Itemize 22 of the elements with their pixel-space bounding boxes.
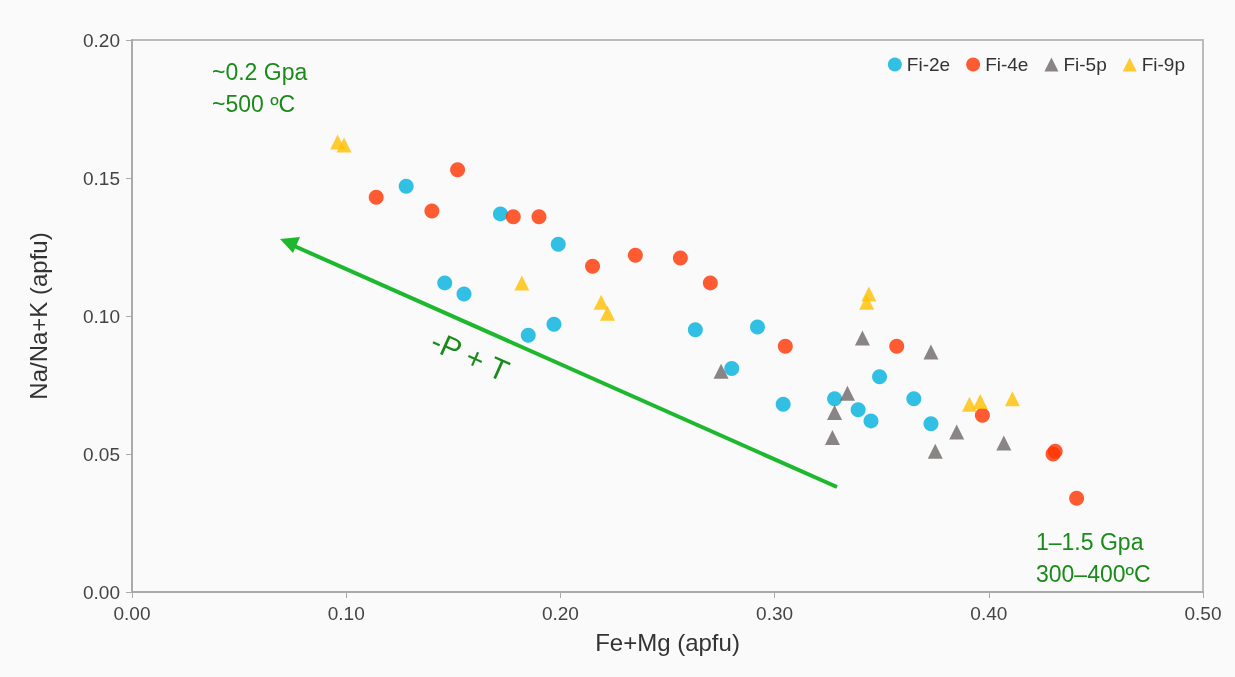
legend-label: Fi-4e: [985, 54, 1029, 75]
y-axis-title: Na/Na+K (apfu): [24, 232, 52, 400]
x-tick-label: 0.10: [327, 603, 365, 624]
annotation: -P + T: [426, 324, 514, 388]
annotation: 1–1.5 Gpa: [1036, 529, 1144, 555]
x-tick-label: 0.00: [113, 603, 151, 624]
y-tick-label: 0.20: [83, 29, 120, 51]
y-tick-label: 0.05: [83, 443, 120, 465]
annotation: 300–400ºC: [1036, 561, 1151, 587]
y-tick-label: 0.10: [83, 305, 120, 327]
y-tick-label: 0.00: [83, 581, 120, 603]
x-axis-title: Fe+Mg (apfu): [595, 628, 740, 656]
x-tick-label: 0.40: [970, 603, 1008, 624]
legend-label: Fi-2e: [906, 54, 951, 75]
annotation: ~0.2 Gpa: [212, 59, 308, 85]
x-tick-label: 0.20: [541, 603, 579, 624]
x-tick-label: 0.30: [756, 603, 794, 624]
y-tick-label: 0.15: [83, 167, 120, 189]
legend-label: Fi-5p: [1063, 54, 1107, 75]
x-tick-label: 0.50: [1184, 603, 1222, 624]
legend-label: Fi-9p: [1141, 54, 1186, 75]
annotation: ~500 ºC: [212, 91, 296, 117]
